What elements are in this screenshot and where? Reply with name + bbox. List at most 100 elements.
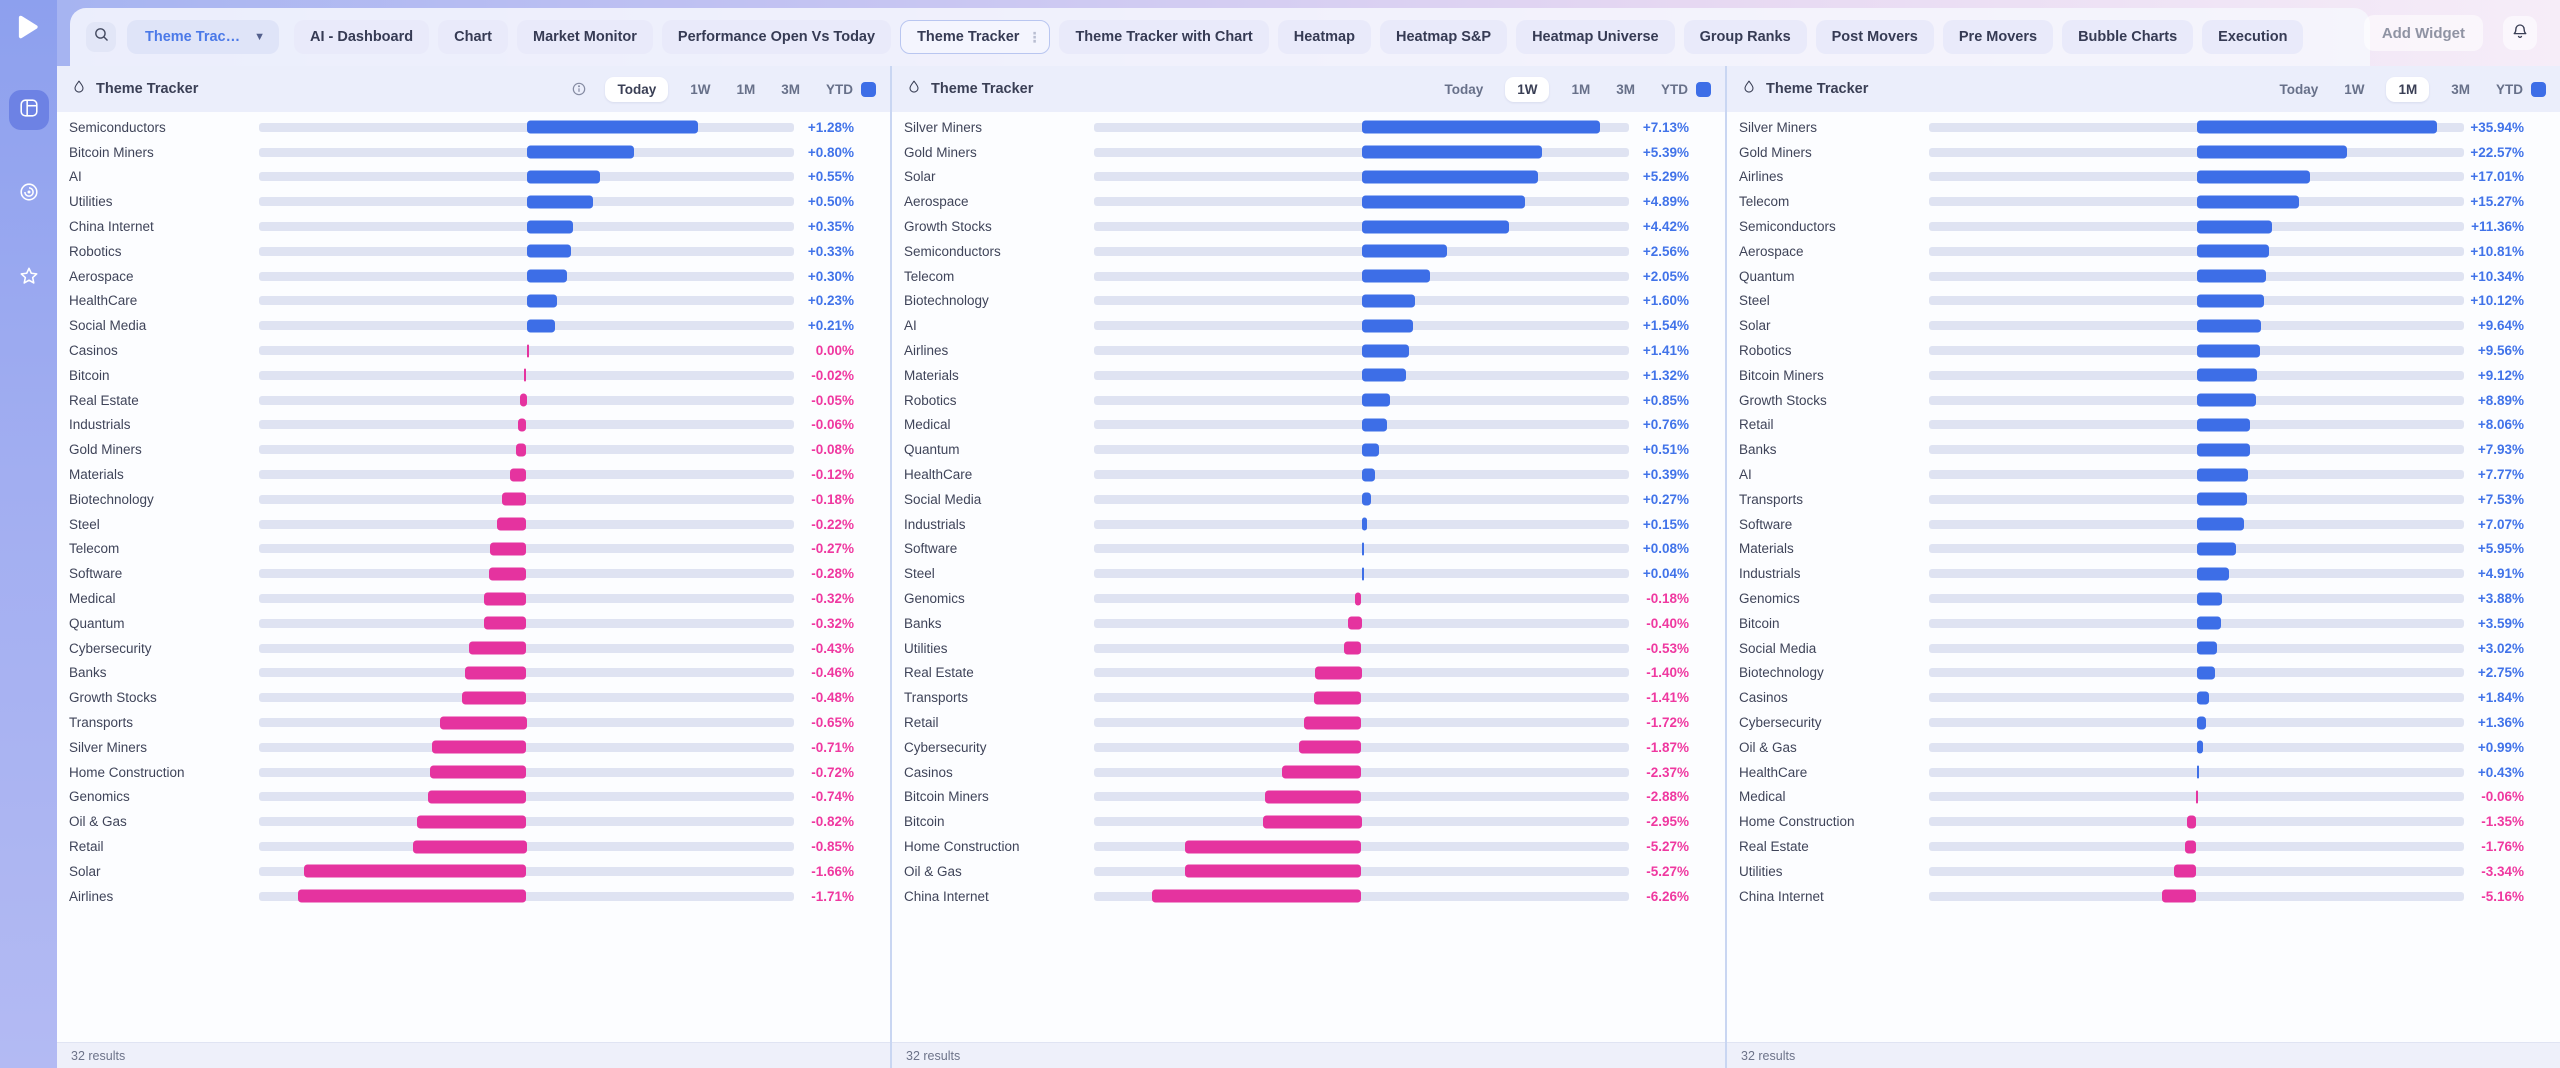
tab-heatmap[interactable]: Heatmap <box>1277 20 1371 54</box>
theme-row-oil-gas[interactable]: Oil & Gas -5.27% <box>892 859 1725 884</box>
range-3m[interactable]: 3M <box>1616 81 1635 97</box>
sidebar-item-dashboards[interactable] <box>8 90 49 130</box>
theme-row-quantum[interactable]: Quantum -0.32% <box>57 611 890 636</box>
tab-theme-tracker-with-chart[interactable]: Theme Tracker with Chart <box>1059 20 1269 54</box>
tab-heatmap-s-p[interactable]: Heatmap S&P <box>1379 20 1508 54</box>
range-today[interactable]: Today <box>605 76 669 102</box>
theme-row-ai[interactable]: AI +1.54% <box>892 313 1725 338</box>
tab-menu-dots-icon[interactable]: ⋮ <box>1027 28 1042 45</box>
theme-row-materials[interactable]: Materials +1.32% <box>892 363 1725 388</box>
theme-row-oil-gas[interactable]: Oil & Gas +0.99% <box>1727 735 2560 760</box>
range-today[interactable]: Today <box>1444 81 1484 97</box>
sidebar-item-tracker[interactable] <box>9 174 49 214</box>
theme-row-software[interactable]: Software +0.08% <box>892 537 1725 562</box>
theme-row-genomics[interactable]: Genomics -0.18% <box>892 586 1725 611</box>
tab-execution[interactable]: Execution <box>2202 20 2304 54</box>
theme-row-gold-miners[interactable]: Gold Miners -0.08% <box>57 437 890 462</box>
theme-row-medical[interactable]: Medical +0.76% <box>892 413 1725 438</box>
theme-row-home-construction[interactable]: Home Construction -5.27% <box>892 834 1725 859</box>
theme-row-airlines[interactable]: Airlines +17.01% <box>1727 165 2560 190</box>
theme-row-biotechnology[interactable]: Biotechnology +2.75% <box>1727 661 2560 686</box>
range-1w[interactable]: 1W <box>690 81 711 97</box>
app-logo-icon[interactable] <box>12 12 42 42</box>
theme-row-china-internet[interactable]: China Internet -6.26% <box>892 884 1725 909</box>
theme-row-transports[interactable]: Transports -1.41% <box>892 685 1725 710</box>
theme-row-casinos[interactable]: Casinos 0.00% <box>57 338 890 363</box>
theme-row-retail[interactable]: Retail -0.85% <box>57 834 890 859</box>
theme-row-materials[interactable]: Materials -0.12% <box>57 462 890 487</box>
theme-row-real-estate[interactable]: Real Estate -1.40% <box>892 661 1725 686</box>
theme-row-quantum[interactable]: Quantum +0.51% <box>892 437 1725 462</box>
theme-row-cybersecurity[interactable]: Cybersecurity -0.43% <box>57 636 890 661</box>
range-1m[interactable]: 1M <box>1571 81 1591 97</box>
theme-row-bitcoin-miners[interactable]: Bitcoin Miners -2.88% <box>892 785 1725 810</box>
theme-row-ai[interactable]: AI +7.77% <box>1727 462 2560 487</box>
theme-row-social-media[interactable]: Social Media +0.27% <box>892 487 1725 512</box>
theme-row-steel[interactable]: Steel -0.22% <box>57 512 890 537</box>
tab-ai-dashboard[interactable]: AI - Dashboard <box>293 20 430 54</box>
tab-group-ranks[interactable]: Group Ranks <box>1683 20 1807 54</box>
theme-row-robotics[interactable]: Robotics +9.56% <box>1727 338 2560 363</box>
theme-row-steel[interactable]: Steel +0.04% <box>892 561 1725 586</box>
theme-row-industrials[interactable]: Industrials +4.91% <box>1727 561 2560 586</box>
tab-theme-tracker[interactable]: Theme Tracker ⋮ <box>900 20 1051 54</box>
theme-row-medical[interactable]: Medical -0.32% <box>57 586 890 611</box>
theme-row-banks[interactable]: Banks +7.93% <box>1727 437 2560 462</box>
theme-row-china-internet[interactable]: China Internet -5.16% <box>1727 884 2560 909</box>
theme-row-aerospace[interactable]: Aerospace +10.81% <box>1727 239 2560 264</box>
theme-row-silver-miners[interactable]: Silver Miners +35.94% <box>1727 115 2560 140</box>
theme-row-software[interactable]: Software +7.07% <box>1727 512 2560 537</box>
search-button[interactable] <box>86 22 116 52</box>
range-today[interactable]: Today <box>2279 81 2319 97</box>
color-chip[interactable] <box>1696 81 1711 97</box>
theme-row-solar[interactable]: Solar -1.66% <box>57 859 890 884</box>
theme-row-transports[interactable]: Transports -0.65% <box>57 710 890 735</box>
theme-row-airlines[interactable]: Airlines +1.41% <box>892 338 1725 363</box>
theme-row-retail[interactable]: Retail -1.72% <box>892 710 1725 735</box>
range-1m[interactable]: 1M <box>736 81 756 97</box>
notifications-button[interactable] <box>2503 16 2537 50</box>
theme-row-healthcare[interactable]: HealthCare +0.43% <box>1727 760 2560 785</box>
tab-heatmap-universe[interactable]: Heatmap Universe <box>1516 20 1675 54</box>
theme-row-real-estate[interactable]: Real Estate -1.76% <box>1727 834 2560 859</box>
range-ytd[interactable]: YTD <box>2496 81 2523 97</box>
sidebar-item-favorites[interactable] <box>9 258 49 298</box>
tab-chart[interactable]: Chart <box>438 20 508 54</box>
theme-row-home-construction[interactable]: Home Construction -1.35% <box>1727 809 2560 834</box>
theme-row-steel[interactable]: Steel +10.12% <box>1727 289 2560 314</box>
range-ytd[interactable]: YTD <box>1661 81 1688 97</box>
theme-row-banks[interactable]: Banks -0.40% <box>892 611 1725 636</box>
color-chip[interactable] <box>861 81 876 97</box>
theme-row-gold-miners[interactable]: Gold Miners +5.39% <box>892 140 1725 165</box>
tab-bubble-charts[interactable]: Bubble Charts <box>2062 20 2194 54</box>
theme-row-software[interactable]: Software -0.28% <box>57 561 890 586</box>
tab-pre-movers[interactable]: Pre Movers <box>1942 20 2054 54</box>
theme-row-biotechnology[interactable]: Biotechnology -0.18% <box>57 487 890 512</box>
theme-row-growth-stocks[interactable]: Growth Stocks -0.48% <box>57 685 890 710</box>
theme-row-cybersecurity[interactable]: Cybersecurity -1.87% <box>892 735 1725 760</box>
theme-row-healthcare[interactable]: HealthCare +0.23% <box>57 289 890 314</box>
theme-row-telecom[interactable]: Telecom +15.27% <box>1727 189 2560 214</box>
theme-row-solar[interactable]: Solar +9.64% <box>1727 313 2560 338</box>
theme-row-genomics[interactable]: Genomics -0.74% <box>57 785 890 810</box>
theme-row-gold-miners[interactable]: Gold Miners +22.57% <box>1727 140 2560 165</box>
theme-row-social-media[interactable]: Social Media +0.21% <box>57 313 890 338</box>
range-1w[interactable]: 1W <box>2344 81 2365 97</box>
theme-row-social-media[interactable]: Social Media +3.02% <box>1727 636 2560 661</box>
theme-row-medical[interactable]: Medical -0.06% <box>1727 785 2560 810</box>
theme-row-banks[interactable]: Banks -0.46% <box>57 661 890 686</box>
theme-row-transports[interactable]: Transports +7.53% <box>1727 487 2560 512</box>
range-1w[interactable]: 1W <box>1505 76 1550 102</box>
theme-row-aerospace[interactable]: Aerospace +0.30% <box>57 264 890 289</box>
theme-row-casinos[interactable]: Casinos +1.84% <box>1727 685 2560 710</box>
theme-row-semiconductors[interactable]: Semiconductors +1.28% <box>57 115 890 140</box>
theme-row-aerospace[interactable]: Aerospace +4.89% <box>892 189 1725 214</box>
theme-row-bitcoin-miners[interactable]: Bitcoin Miners +0.80% <box>57 140 890 165</box>
theme-row-healthcare[interactable]: HealthCare +0.39% <box>892 462 1725 487</box>
theme-row-telecom[interactable]: Telecom -0.27% <box>57 537 890 562</box>
range-ytd[interactable]: YTD <box>826 81 853 97</box>
range-3m[interactable]: 3M <box>2451 81 2470 97</box>
theme-row-real-estate[interactable]: Real Estate -0.05% <box>57 388 890 413</box>
theme-row-semiconductors[interactable]: Semiconductors +2.56% <box>892 239 1725 264</box>
theme-row-utilities[interactable]: Utilities -3.34% <box>1727 859 2560 884</box>
